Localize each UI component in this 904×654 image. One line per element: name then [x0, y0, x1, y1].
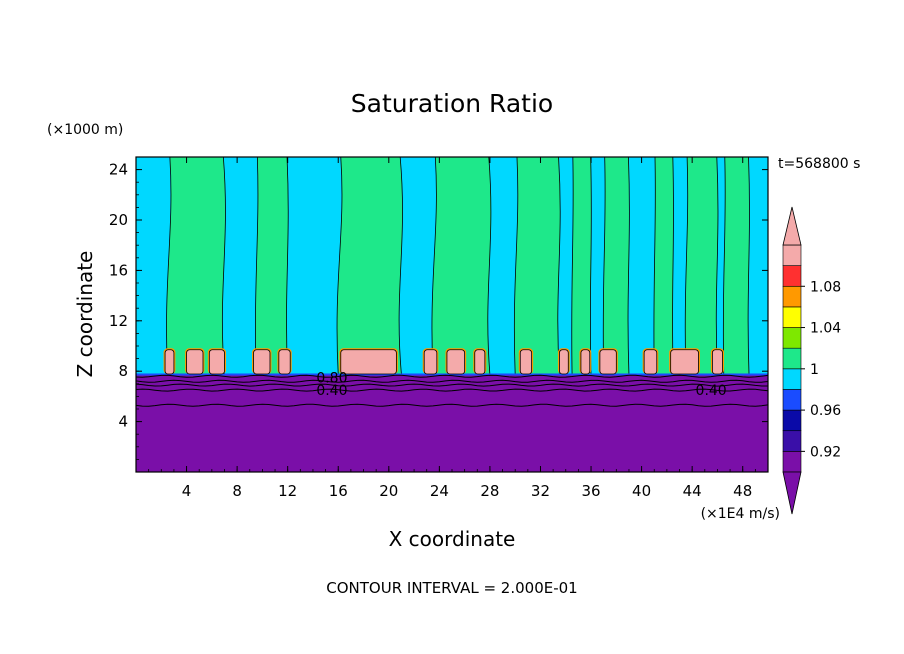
- cloud-cap: [643, 349, 658, 375]
- colorbar-segment: [782, 451, 802, 473]
- cloud-cap: [580, 349, 591, 375]
- colorbar-segment: [782, 409, 802, 432]
- colorbar-tick-label: 1: [810, 362, 819, 378]
- column-field: [722, 156, 750, 376]
- x-tick-label: 48: [733, 482, 752, 500]
- x-axis-ticks: 4 8 12 16 20 24 28 32 36 40 44 48: [148, 157, 756, 500]
- x-axis-units: (×1E4 m/s): [701, 506, 780, 522]
- column-field: [166, 156, 226, 376]
- y-tick-label: 20: [109, 211, 128, 229]
- column-field: [255, 156, 289, 376]
- x-tick-label: 32: [531, 482, 550, 500]
- cloud-cap: [423, 349, 438, 375]
- contour-line: [135, 403, 769, 407]
- contour-interval-note: CONTOUR INTERVAL = 2.000E-01: [326, 579, 577, 597]
- colorbar-segment: [782, 368, 802, 390]
- colorbar-segment: [782, 347, 802, 370]
- colorbar-segment: [782, 430, 802, 452]
- contour-line: [135, 374, 769, 378]
- cloud-cap: [670, 349, 699, 375]
- contour-labels: 0.800.40 0.40: [316, 371, 726, 400]
- colorbar-segment: [782, 285, 802, 308]
- colorbar-tick-label: 0.96: [810, 403, 841, 419]
- boundary-band: [136, 373, 768, 376]
- x-tick-label: 20: [379, 482, 398, 500]
- colorbar-segment: [782, 306, 802, 328]
- x-tick-label: 36: [581, 482, 600, 500]
- x-tick-label: 16: [329, 482, 348, 500]
- contour-line: [135, 383, 768, 387]
- cloud-cap: [474, 349, 486, 375]
- contour-lines: [135, 374, 769, 407]
- cloud-cap: [186, 349, 204, 375]
- x-tick-label: 44: [683, 482, 702, 500]
- cloud-cap: [446, 349, 466, 375]
- colorbar-segment: [782, 244, 802, 266]
- cloud-cap: [164, 349, 175, 375]
- colorbar-segment: [782, 389, 802, 411]
- y-tick-label: 24: [109, 161, 128, 179]
- colorbar-tick-label: 1.08: [810, 279, 841, 295]
- column-field: [684, 156, 719, 376]
- colorbar: 0.92 0.96 1 1.04 1.08: [782, 206, 841, 515]
- column-field: [431, 156, 492, 376]
- y-tick-label: 4: [118, 413, 128, 431]
- y-axis-label: Z coordinate: [73, 251, 97, 378]
- contour-line: [135, 379, 769, 383]
- column-field: [336, 156, 403, 376]
- x-tick-label: 40: [632, 482, 651, 500]
- x-tick-label: 4: [182, 482, 192, 500]
- column-field: [653, 156, 674, 376]
- y-tick-label: 12: [109, 312, 128, 330]
- column-field: [513, 156, 561, 376]
- chart-title: Saturation Ratio: [351, 89, 553, 118]
- colorbar-tick-label: 0.92: [810, 444, 841, 460]
- cloud-cap: [519, 349, 533, 375]
- y-axis-ticks: 4 8 12 16 20 24: [109, 161, 768, 460]
- cloud-cap: [253, 349, 271, 375]
- cloud-cap: [278, 349, 291, 375]
- cloud-cap: [559, 349, 569, 375]
- cloud-cap: [340, 349, 397, 375]
- contour-label: 0.80: [316, 371, 347, 387]
- x-tick-label: 12: [278, 482, 297, 500]
- y-axis-units: (×1000 m): [47, 122, 123, 138]
- cloud-cap: [711, 349, 723, 375]
- colorbar-bottom-extension: [782, 471, 802, 515]
- x-axis-label: X coordinate: [389, 527, 516, 551]
- contour-label: 0.40: [696, 383, 727, 399]
- contour-label: 0.40: [316, 383, 347, 399]
- colorbar-tick-label: 1.04: [810, 321, 841, 337]
- x-tick-label: 24: [430, 482, 449, 500]
- column-field: [602, 156, 630, 376]
- y-tick-label: 16: [109, 261, 128, 279]
- colorbar-top-extension: [782, 206, 802, 246]
- y-tick-label: 8: [118, 362, 128, 380]
- cloud-cap: [599, 349, 617, 375]
- column-field: [571, 156, 592, 376]
- cloud-cap: [208, 349, 225, 375]
- colorbar-segment: [782, 327, 802, 349]
- x-tick-label: 8: [232, 482, 242, 500]
- plot-area: [136, 156, 768, 472]
- colorbar-segment: [782, 265, 802, 287]
- time-label: t=568800 s: [778, 156, 860, 172]
- x-tick-label: 28: [480, 482, 499, 500]
- contour-line: [135, 388, 769, 392]
